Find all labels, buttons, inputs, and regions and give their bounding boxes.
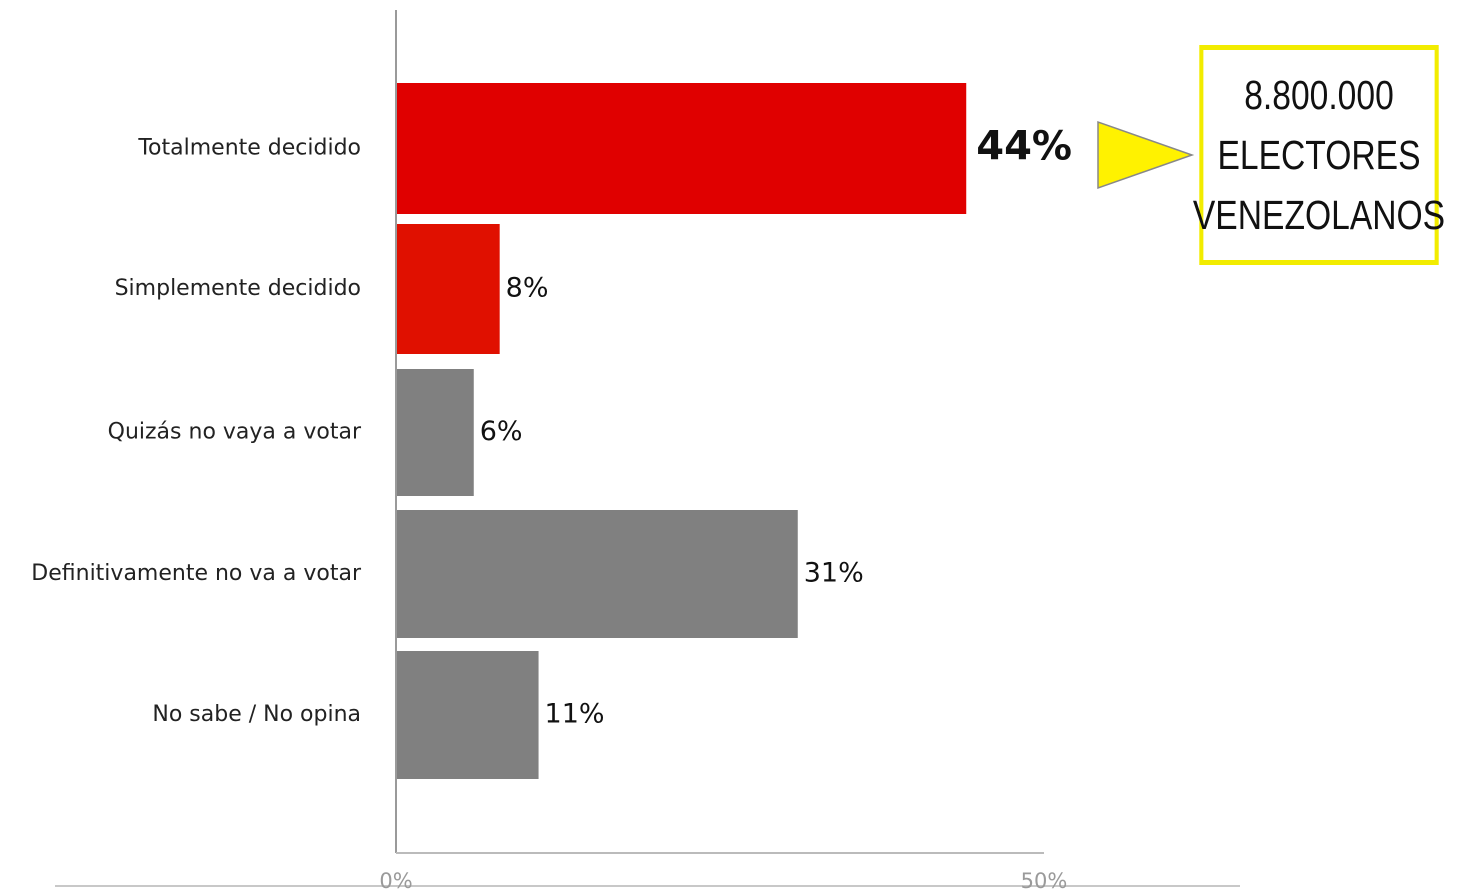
bar-4 bbox=[396, 651, 539, 779]
value-label-1: 8% bbox=[506, 273, 549, 304]
value-label-4: 11% bbox=[545, 699, 605, 730]
bars-layer: Totalmente decidido 44% Simplemente decidi… bbox=[31, 83, 1072, 779]
x-tick-label-1: 50% bbox=[1021, 869, 1068, 893]
category-label-0: Totalmente decidido bbox=[137, 136, 361, 161]
category-label-1: Simplemente decidido bbox=[115, 276, 361, 301]
callout-line-electores: ELECTORES bbox=[1217, 132, 1421, 178]
bar-0 bbox=[396, 83, 967, 214]
bar-1 bbox=[396, 224, 500, 354]
x-tick-label-0: 0% bbox=[379, 869, 412, 893]
category-label-2: Quizás no vaya a votar bbox=[108, 420, 362, 445]
callout-line-number: 8.800.000 bbox=[1244, 72, 1394, 118]
callout-arrow bbox=[1097, 120, 1195, 190]
ticks-layer: 0% 50% bbox=[379, 869, 1067, 893]
value-label-2: 6% bbox=[480, 416, 523, 447]
callout-box: 8.800.000 ELECTORES VENEZOLANOS bbox=[1193, 45, 1445, 265]
bar-3 bbox=[396, 510, 798, 638]
callout-line-venezolanos: VENEZOLANOS bbox=[1192, 192, 1446, 238]
value-label-0: 44% bbox=[976, 124, 1072, 170]
category-label-3: Definitivamente no va a votar bbox=[31, 561, 362, 586]
value-label-3: 31% bbox=[804, 558, 864, 589]
category-label-4: No sabe / No opina bbox=[152, 702, 361, 727]
bar-2 bbox=[396, 369, 474, 496]
